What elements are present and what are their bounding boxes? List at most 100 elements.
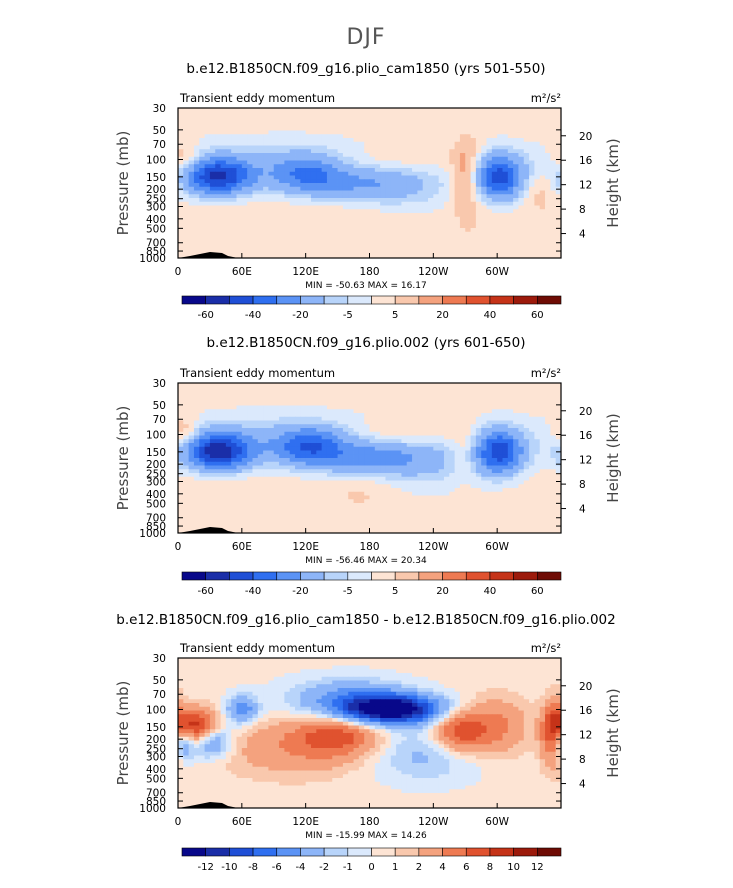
heatmap-cell [337,428,344,433]
heatmap-cell [443,250,450,255]
heatmap-cell [380,469,386,474]
heatmap-cell [470,243,477,248]
heatmap-cell [225,164,232,169]
heatmap-cell [401,228,408,233]
heatmap-cell [401,194,408,199]
heatmap-cell [225,439,232,444]
heatmap-cell [422,179,429,184]
heatmap-cell [321,250,328,255]
heatmap-cell [252,111,259,116]
heatmap-cell [289,149,296,154]
heatmap-cell [475,443,482,448]
heatmap-cell [491,480,498,485]
heatmap-cell [332,228,338,233]
heatmap-cell [257,108,264,113]
heatmap-cell [406,220,413,225]
heatmap-cell [417,394,424,399]
heatmap-cell [470,186,477,191]
heatmap-cell [268,198,275,203]
heatmap-cell [193,458,200,463]
heatmap-cell [374,205,381,210]
heatmap-cell [406,454,413,459]
heatmap-cell [178,246,184,251]
heatmap-cell [178,394,184,399]
heatmap-cell [289,473,296,478]
heatmap-cell [284,243,291,248]
heatmap-cell [316,168,323,173]
heatmap-cell [417,469,424,474]
heatmap-cell [380,428,386,433]
heatmap-cell [284,123,291,128]
heatmap-cell [470,190,477,195]
heatmap-cell [342,134,349,139]
heatmap-cell [475,198,482,203]
heatmap-cell [209,149,216,154]
heatmap-cell [295,153,301,158]
heatmap-cell [417,250,424,255]
heatmap-cell [273,443,280,448]
heatmap-cell [507,439,514,444]
heatmap-cell [406,250,413,255]
colorbar-label: 40 [484,310,497,321]
heatmap-cell [247,394,253,399]
heatmap-cell [417,416,424,421]
heatmap-cell [433,220,440,225]
heatmap-cell [326,401,333,406]
heatmap-cell [188,149,195,154]
heatmap-cell [326,235,333,240]
heatmap-cell [513,156,519,161]
heatmap-cell [316,469,323,474]
heatmap-cell [380,220,386,225]
heatmap-cell [364,183,370,188]
heatmap-cell [332,428,338,433]
heatmap-cell [406,156,413,161]
heatmap-cell [491,168,498,173]
heatmap-cell [209,190,216,195]
heatmap-cell [518,231,525,236]
heatmap-cell [300,465,307,470]
heatmap-cell [513,186,519,191]
heatmap-cell [507,416,514,421]
heatmap-cell [342,461,349,466]
heatmap-cell [545,446,551,451]
heatmap-cell [358,416,365,421]
heatmap-cell [364,108,370,113]
heatmap-cell [358,405,365,410]
heatmap-cell [342,454,349,459]
heatmap-cell [465,424,471,429]
heatmap-cell [555,123,562,128]
heatmap-cell [539,398,546,403]
heatmap-cell [534,398,541,403]
heatmap-cell [342,201,349,206]
heatmap-cell [534,216,541,221]
heatmap-cell [348,439,354,444]
heatmap-cell [396,450,402,455]
heatmap-cell [443,194,450,199]
heatmap-cell [380,183,386,188]
heatmap-cell [550,254,557,259]
heatmap-cell [385,439,392,444]
heatmap-cell [396,156,402,161]
colorbar-swatch [323,295,349,305]
heatmap-cell [396,183,402,188]
heatmap-cell [326,186,333,191]
heatmap-cell [241,469,248,474]
heatmap-cell [215,164,221,169]
heatmap-cell [481,250,487,255]
heatmap-cell [465,409,471,414]
heatmap-cell [220,164,227,169]
heatmap-cell [497,179,503,184]
heatmap-cell [209,209,216,214]
heatmap-cell [199,130,205,135]
heatmap-cell [534,431,541,436]
heatmap-cell [353,484,360,489]
heatmap-cell [449,171,456,176]
heatmap-cell [209,201,216,206]
heatmap-cell [321,220,328,225]
heatmap-cell [396,401,402,406]
heatmap-cell [183,190,190,195]
heatmap-cell [342,171,349,176]
heatmap-cell [459,216,466,221]
heatmap-cell [470,383,477,388]
heatmap-cell [529,484,535,489]
